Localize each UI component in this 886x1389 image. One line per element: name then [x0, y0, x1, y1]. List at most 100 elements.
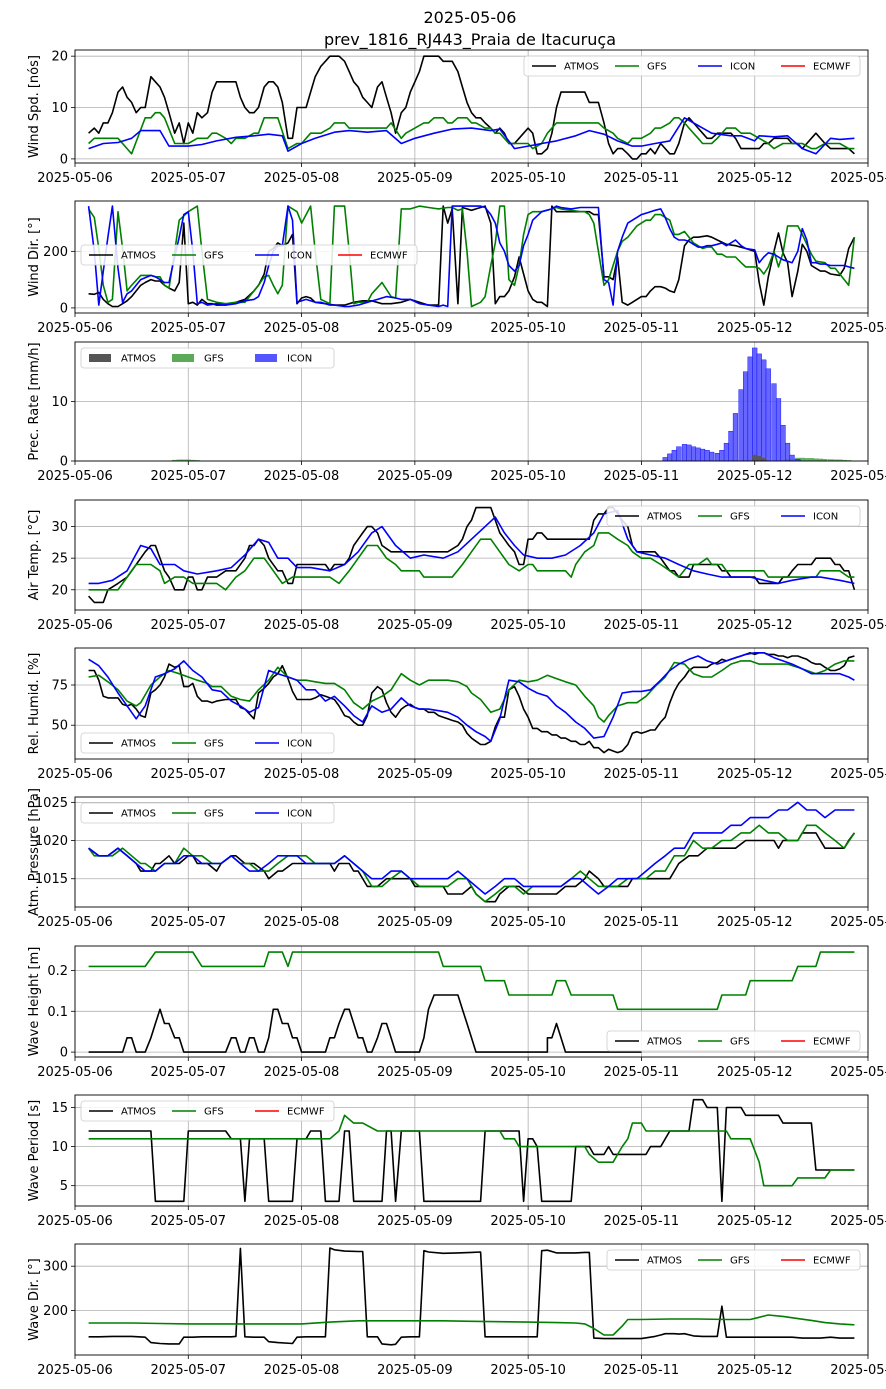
- x-tick-label: 2025-05-13: [830, 1214, 886, 1229]
- x-tick-label: 2025-05-11: [604, 469, 680, 484]
- x-tick-label: 2025-05-06: [37, 1065, 113, 1080]
- legend-label-icon: ICON: [287, 251, 312, 262]
- legend-label-gfs: GFS: [204, 251, 224, 262]
- y-tick-label: 1015: [35, 872, 68, 887]
- y-tick-label: 0.1: [47, 1005, 68, 1020]
- y-tick-label: 20: [51, 50, 68, 65]
- axes-frame: [74, 796, 869, 908]
- y-axis-label: Atm. Pressure [hPa]: [27, 788, 42, 916]
- x-tick-label: 2025-05-13: [830, 321, 886, 336]
- series-line-icon: [88, 117, 855, 155]
- series-line-icon: [88, 652, 855, 743]
- x-tick-label: 2025-05-10: [490, 1363, 566, 1378]
- y-tick-label: 10: [51, 101, 68, 116]
- x-tick-label: 2025-05-13: [830, 618, 886, 633]
- axes-frame: [74, 647, 869, 760]
- series-line-atmos: [88, 55, 855, 160]
- plot-area: [88, 1247, 855, 1346]
- precip-bar-icon: [695, 447, 701, 461]
- x-tick-label: 2025-05-12: [717, 321, 793, 336]
- y-tick-label: 30: [51, 520, 68, 535]
- legend-label-atmos: ATMOS: [121, 739, 156, 750]
- y-tick-label: 20: [51, 583, 68, 598]
- x-tick-label: 2025-05-08: [264, 915, 340, 930]
- precip-bar-icon: [732, 413, 739, 461]
- precip-bar-icon: [752, 347, 758, 461]
- x-tick-label: 2025-05-09: [377, 1214, 453, 1229]
- series-line-atmos: [88, 1247, 855, 1346]
- series-line-atmos: [88, 205, 856, 308]
- x-tick-label: 2025-05-12: [717, 171, 793, 186]
- legend: ATMOS GFS ICON: [80, 732, 335, 754]
- series-line-icon: [88, 509, 855, 585]
- y-tick-label: 50: [51, 719, 68, 734]
- x-tick-label: 2025-05-13: [830, 915, 886, 930]
- y-tick-label: 5: [60, 1179, 68, 1194]
- legend-label-gfs: GFS: [204, 354, 224, 365]
- series-line-atmos: [88, 1098, 855, 1203]
- plot-area: [88, 951, 855, 1053]
- x-tick-label: 2025-05-07: [151, 915, 227, 930]
- y-tick-label: 15: [51, 1101, 68, 1116]
- series-line-icon: [87, 205, 855, 308]
- plot-area: [88, 55, 855, 160]
- legend-label-icon: ICON: [287, 354, 312, 365]
- precip-bar-icon: [714, 453, 720, 461]
- x-tick-label: 2025-05-10: [490, 767, 566, 782]
- legend-label-gfs: GFS: [204, 1107, 224, 1118]
- legend-label-gfs: GFS: [730, 512, 750, 523]
- y-axis-label: Wave Dir. [°]: [27, 1258, 42, 1341]
- legend-label-ecmwf: ECMWF: [813, 62, 851, 73]
- panel-8: 2025-05-06 2025-05-07 2025-05-08 2025-05-09…: [27, 1094, 886, 1229]
- plot-area: [88, 652, 855, 754]
- legend-label-gfs: GFS: [730, 1256, 750, 1267]
- axes-frame: [74, 341, 869, 462]
- precip-bar-icon: [667, 453, 673, 461]
- plot-area: [88, 1098, 855, 1203]
- series-line-gfs: [88, 532, 855, 591]
- x-tick-label: 2025-05-07: [151, 1214, 227, 1229]
- legend-box: [80, 347, 335, 369]
- x-tick-label: 2025-05-11: [604, 321, 680, 336]
- legend-label-gfs: GFS: [647, 62, 667, 73]
- y-axis-label: Air Temp. [°C]: [27, 510, 42, 601]
- x-tick-label: 2025-05-11: [604, 171, 680, 186]
- figure-title-date: 2025-05-06: [424, 8, 517, 27]
- precip-bar-icon: [765, 368, 771, 461]
- x-tick-label: 2025-05-06: [37, 915, 113, 930]
- legend-label-atmos: ATMOS: [121, 1107, 156, 1118]
- axes-frame: [74, 499, 869, 611]
- x-tick-label: 2025-05-06: [37, 767, 113, 782]
- y-axis-label: Wind Dir. [°]: [27, 217, 42, 297]
- x-tick-label: 2025-05-12: [717, 618, 793, 633]
- x-tick-label: 2025-05-06: [37, 1363, 113, 1378]
- y-tick-label: 200: [43, 245, 68, 260]
- precip-bar-icon: [728, 431, 734, 461]
- x-tick-label: 2025-05-11: [604, 767, 680, 782]
- x-tick-label: 2025-05-13: [830, 767, 886, 782]
- legend-label-icon: ICON: [813, 512, 838, 523]
- y-tick-label: 0: [60, 301, 68, 316]
- precip-bar-icon: [761, 359, 767, 461]
- series-line-gfs: [88, 660, 855, 723]
- panel-4: 2025-05-06 2025-05-07 2025-05-08 2025-05-09…: [27, 499, 886, 633]
- legend: ATMOS GFS ICON: [80, 802, 335, 824]
- y-axis-label: Rel. Humid. [%]: [27, 653, 42, 755]
- y-axis-label: Wind Spd. [nós]: [27, 55, 42, 158]
- precip-bar-icon: [780, 425, 786, 461]
- precip-bar-icon: [700, 448, 706, 461]
- x-tick-label: 2025-05-09: [377, 618, 453, 633]
- series-line-gfs: [88, 111, 855, 155]
- legend-label-gfs: GFS: [204, 809, 224, 820]
- legend-label-ecmwf: ECMWF: [813, 1037, 851, 1048]
- legend-swatch-gfs: [172, 354, 194, 362]
- x-tick-label: 2025-05-07: [151, 171, 227, 186]
- precip-bar-icon: [676, 446, 682, 461]
- precip-bar-icon: [671, 450, 677, 461]
- x-tick-label: 2025-05-12: [717, 915, 793, 930]
- series-line-atmos: [88, 832, 856, 903]
- axes-frame: [74, 1094, 869, 1207]
- x-tick-label: 2025-05-09: [377, 321, 453, 336]
- axes-frame: [74, 945, 869, 1058]
